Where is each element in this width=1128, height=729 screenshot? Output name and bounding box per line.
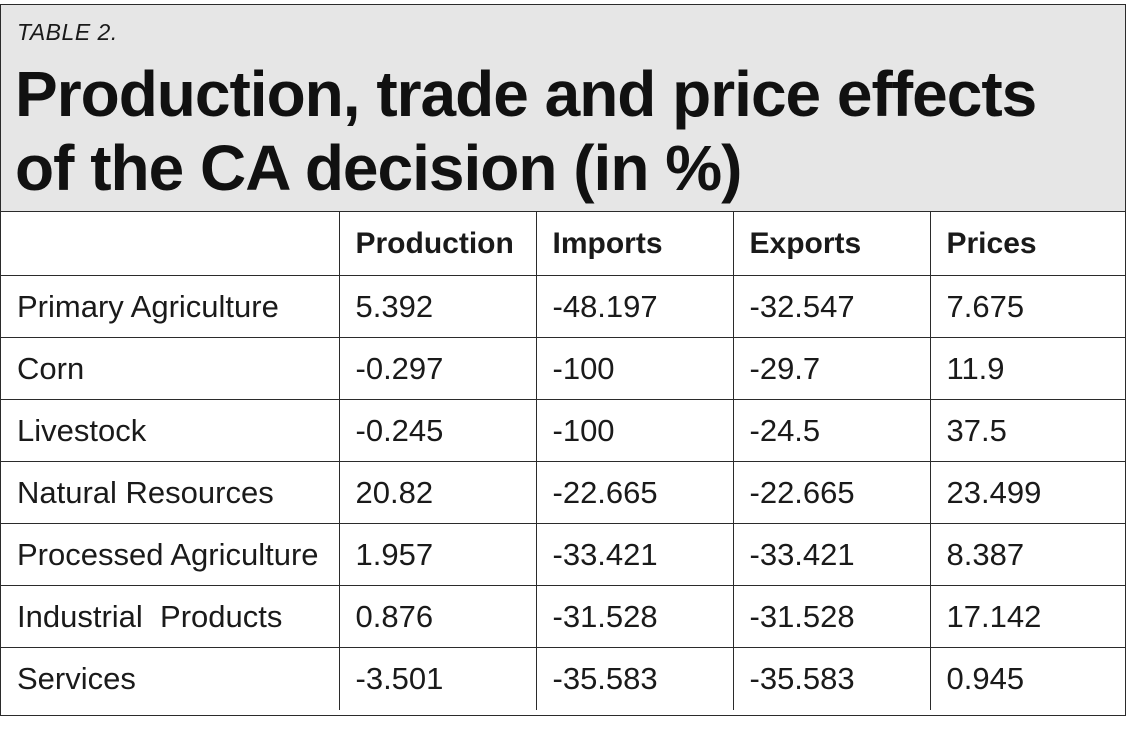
cell-prices: 37.5 bbox=[929, 399, 1125, 462]
cell-imports: -100 bbox=[535, 337, 734, 400]
row-label: Services bbox=[1, 647, 340, 710]
cell-production: -3.501 bbox=[338, 647, 537, 710]
cell-prices: 11.9 bbox=[929, 337, 1125, 400]
cell-imports: -31.528 bbox=[535, 585, 734, 648]
row-label: Corn bbox=[1, 337, 340, 400]
column-header-row: Production Imports Exports Prices bbox=[1, 211, 1125, 276]
cell-exports: -31.528 bbox=[732, 585, 931, 648]
cell-production: 1.957 bbox=[338, 523, 537, 586]
cell-prices: 7.675 bbox=[929, 275, 1125, 338]
cell-imports: -33.421 bbox=[535, 523, 734, 586]
cell-exports: -33.421 bbox=[732, 523, 931, 586]
column-header-prices: Prices bbox=[929, 211, 1125, 276]
cell-exports: -32.547 bbox=[732, 275, 931, 338]
column-header-imports: Imports bbox=[535, 211, 734, 276]
table-row: Natural Resources 20.82 -22.665 -22.665 … bbox=[1, 461, 1125, 524]
row-label: Industrial Products bbox=[1, 585, 340, 648]
cell-imports: -35.583 bbox=[535, 647, 734, 710]
table-frame: TABLE 2. Production, trade and price eff… bbox=[0, 4, 1126, 716]
cell-imports: -100 bbox=[535, 399, 734, 462]
cell-production: 20.82 bbox=[338, 461, 537, 524]
cell-exports: -22.665 bbox=[732, 461, 931, 524]
table-header-panel: TABLE 2. Production, trade and price eff… bbox=[1, 5, 1125, 211]
data-table: Production Imports Exports Prices Primar… bbox=[1, 211, 1125, 710]
cell-imports: -48.197 bbox=[535, 275, 734, 338]
row-label: Primary Agriculture bbox=[1, 275, 340, 338]
table-row: Primary Agriculture 5.392 -48.197 -32.54… bbox=[1, 275, 1125, 338]
row-label: Processed Agriculture bbox=[1, 523, 340, 586]
cell-production: -0.245 bbox=[338, 399, 537, 462]
column-header-exports: Exports bbox=[732, 211, 931, 276]
table-row: Processed Agriculture 1.957 -33.421 -33.… bbox=[1, 523, 1125, 586]
cell-production: -0.297 bbox=[338, 337, 537, 400]
table-row: Services -3.501 -35.583 -35.583 0.945 bbox=[1, 647, 1125, 710]
cell-exports: -29.7 bbox=[732, 337, 931, 400]
table-row: Corn -0.297 -100 -29.7 11.9 bbox=[1, 337, 1125, 400]
cell-prices: 23.499 bbox=[929, 461, 1125, 524]
table-title: Production, trade and price effects of t… bbox=[15, 58, 1037, 204]
cell-exports: -24.5 bbox=[732, 399, 931, 462]
cell-prices: 17.142 bbox=[929, 585, 1125, 648]
column-header-sector bbox=[1, 211, 340, 276]
cell-production: 5.392 bbox=[338, 275, 537, 338]
table-row: Industrial Products 0.876 -31.528 -31.52… bbox=[1, 585, 1125, 648]
table-row: Livestock -0.245 -100 -24.5 37.5 bbox=[1, 399, 1125, 462]
column-header-production: Production bbox=[338, 211, 537, 276]
table-number-label: TABLE 2. bbox=[17, 19, 118, 45]
cell-prices: 0.945 bbox=[929, 647, 1125, 710]
cell-prices: 8.387 bbox=[929, 523, 1125, 586]
cell-exports: -35.583 bbox=[732, 647, 931, 710]
row-label: Natural Resources bbox=[1, 461, 340, 524]
cell-production: 0.876 bbox=[338, 585, 537, 648]
cell-imports: -22.665 bbox=[535, 461, 734, 524]
row-label: Livestock bbox=[1, 399, 340, 462]
